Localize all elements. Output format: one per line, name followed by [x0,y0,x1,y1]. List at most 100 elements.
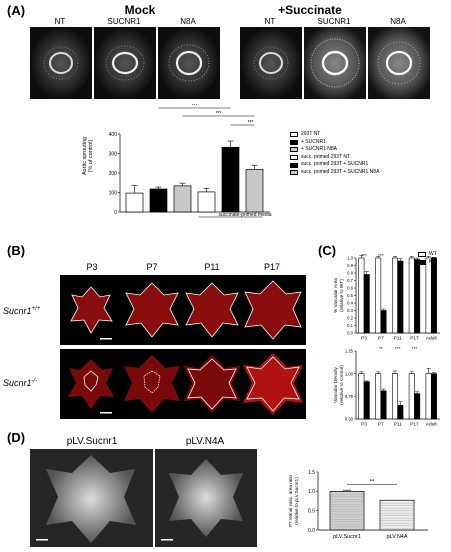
density-ytick-label: 0.50 [345,417,354,422]
density-ylabel: Vascular Density [333,367,339,403]
row-label-ko-sup: -/- [31,378,38,384]
area-ytick-label: 0.5 [347,293,353,298]
area-sig-label: *** [378,253,384,259]
image-label-nt-succ: NT [264,17,276,26]
aortic-ring-image-nt-mock [30,27,92,99]
aortic-legend: 293T NT + SUCNR1 + SUCNR1 N8A succ. prim… [290,131,379,177]
panel-b-label: (B) [7,243,26,258]
row-label-ko: Sucnr1-/- [3,378,37,388]
area-bar [397,260,404,334]
p7-bar [329,490,365,531]
p7-ylabel: P7 retinal vasc. area ratio [288,475,293,528]
legend-swatch [418,259,426,265]
legend-swatch [290,139,298,145]
density-bar [363,381,370,420]
aortic-ytick-label: 100 [109,190,118,196]
area-ylabel: % Vascular Area [333,278,339,313]
density-bar [391,373,398,420]
vascular-density-chart: 0.50 0.75 1.00 1.25 P3 P7 ** P11 *** P17 *** Adult V… [333,346,440,428]
p7-bar [379,499,415,531]
legend-swatch [290,147,298,153]
p7-ytick-label: 0.5 [308,508,315,514]
panel-c-label: (C) [318,243,337,258]
area-xtick-label: P11 [394,336,403,342]
image-label-n8a-mock: N8A [180,17,196,26]
legend-swatch [290,155,298,161]
legend-text: + SUCNR1 N8A [301,146,337,153]
p7-ratio-chart: 0.0 0.5 1.0 1.5 pLV.Sucnr1 pLV.N4A ** P7 retina… [288,470,428,540]
p7-ylabel: (relative to pLV.Sucnr1) [294,477,299,525]
area-bar [380,310,387,334]
density-ylabel: (relative to control) [339,365,345,405]
density-bar [430,373,437,420]
aortic-ylabel-line2: (% of control) [88,139,94,173]
aortic-ylabel: Aortic sprouting (% of control) [82,121,94,191]
density-bar [358,373,365,420]
aortic-bar [245,169,264,213]
area-ytick-label: 0.1 [347,323,353,328]
density-bar [425,373,432,420]
density-bar [414,393,421,420]
area-ytick-label: 0.8 [347,271,353,276]
aortic-ytick-label: 400 [109,132,118,138]
density-xtick-label: P3 [361,422,367,428]
retina-images-ko [68,353,303,415]
area-bar [430,257,437,334]
image-label-plv-sucnr1: pLV.Sucnr1 [66,436,118,447]
retina-row-ko [60,349,306,419]
col-label-p7: P7 [146,262,158,272]
aortic-ring-image-sucnr1-mock [94,27,156,99]
area-ytick-label: 0.0 [347,331,353,336]
legend-swatch [290,170,298,176]
area-ytick-label: 0.9 [347,263,353,268]
area-ytick-label: 0.4 [347,301,353,306]
area-bar [363,274,370,334]
area-bar [414,259,421,334]
c-legend: WT KO [418,251,437,266]
p7-ytick-label: 1.5 [308,470,315,476]
density-xtick-label: P7 [378,422,384,428]
density-bar [375,373,382,420]
aortic-bar [149,188,168,213]
image-label-sucnr1-succ: SUCNR1 [317,17,351,26]
density-ytick-label: 1.00 [345,371,354,376]
density-xtick-label: P17 [410,422,419,428]
legend-item-succ-n8a: succ. primed 293T + SUCNR1 N8A [290,169,379,177]
row-label-wt-main: Sucnr1 [3,306,32,316]
retina-images-wt [70,280,302,340]
area-ytick-label: 1.0 [347,256,353,261]
density-xtick-label: Adult [426,422,438,428]
density-ytick-label: 0.75 [345,394,354,399]
density-sig-label: *** [395,346,401,352]
row-label-ko-main: Sucnr1 [3,378,32,388]
area-xtick-label: Adult [426,336,438,342]
density-bar [408,373,415,420]
legend-swatch [290,162,298,168]
area-ylabel: (relative to WT) [339,279,345,312]
aortic-bar [173,185,192,213]
density-bar [397,405,404,420]
aortic-ytick-label: 200 [109,171,118,177]
legend-text: succ. primed 293T NT [301,153,351,160]
area-ytick-label: 0.7 [347,278,353,283]
density-ytick-label: 1.25 [345,349,354,354]
area-sig-label: *** [361,253,367,259]
vascular-area-chart: 0.0 0.1 0.2 0.3 0.4 0.5 0.6 0.7 0.8 0.9 1.0 P3 *** P7… [333,253,440,342]
retina-row-wt [60,275,306,345]
mock-header: Mock [124,3,156,17]
aortic-ring-image-sucnr1-succ [304,27,366,99]
legend-text: KO [429,258,437,265]
legend-text: + SUCNR1 [301,138,326,145]
area-bar [375,257,382,334]
area-bar [358,257,365,334]
row-label-wt-sup: +/+ [31,306,41,312]
aortic-ytick-label: 0 [114,210,117,216]
legend-text: succ. primed 293T + SUCNR1 N8A [301,168,380,175]
aortic-sig-label: *** [192,104,198,109]
area-bar [391,257,398,334]
aortic-bar [221,146,240,213]
density-sig-label: *** [412,346,418,352]
p7-sig-label: ** [370,479,375,485]
aortic-ring-image-n8a-mock [158,27,220,99]
legend-swatch [290,132,298,138]
